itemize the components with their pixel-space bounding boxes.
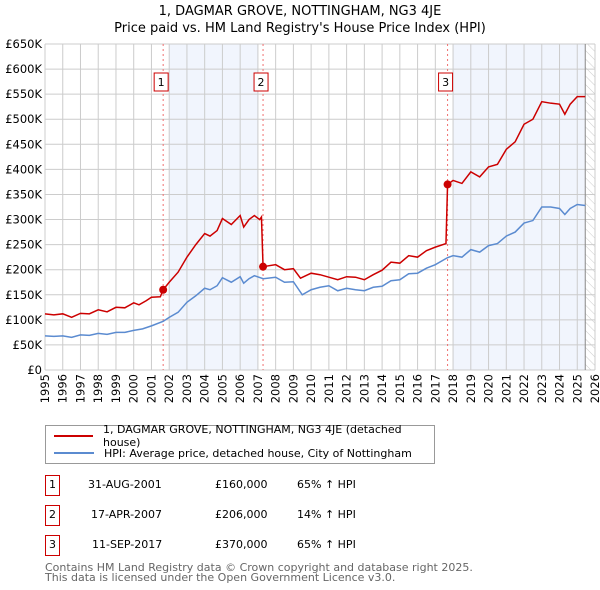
transaction-badge: 1 xyxy=(45,475,60,496)
shaded-range xyxy=(169,44,258,370)
footer-copyright: Contains HM Land Registry data © Crown c… xyxy=(45,561,473,574)
sale-marker-label: 2 xyxy=(258,76,265,89)
legend-label-hpi: HPI: Average price, detached house, City… xyxy=(104,446,412,460)
y-tick-label: £200K xyxy=(5,263,42,277)
x-tick-label: 2021 xyxy=(499,374,513,403)
chart-title: 1, DAGMAR GROVE, NOTTINGHAM, NG3 4JE xyxy=(158,4,442,19)
x-tick-label: 2023 xyxy=(535,374,549,403)
y-tick-label: £150K xyxy=(5,288,42,302)
transaction-badge: 3 xyxy=(45,535,60,556)
y-tick-label: £250K xyxy=(5,238,42,252)
x-tick-label: 2000 xyxy=(127,374,141,403)
x-tick-label: 2018 xyxy=(446,374,460,403)
x-tick-label: 2003 xyxy=(180,374,194,403)
x-tick-label: 2014 xyxy=(375,374,389,403)
sale-marker-box xyxy=(253,72,269,92)
shaded-range xyxy=(453,44,586,370)
transaction-price: £206,000 xyxy=(215,508,268,521)
x-tick-label: 1999 xyxy=(109,374,123,403)
x-tick-label: 1997 xyxy=(73,374,87,403)
y-tick-label: £0 xyxy=(27,363,42,377)
sale-marker-box xyxy=(438,72,454,92)
transaction-price: £370,000 xyxy=(215,538,268,551)
transaction-hpi: 14% ↑ HPI xyxy=(297,508,356,521)
x-tick-label: 2004 xyxy=(198,374,212,403)
x-tick-label: 1998 xyxy=(91,374,105,403)
x-tick-label: 2025 xyxy=(570,374,584,403)
x-tick-label: 2010 xyxy=(304,374,318,403)
x-tick-label: 2007 xyxy=(251,374,265,403)
x-tick-label: 2015 xyxy=(393,374,407,403)
y-tick-label: £100K xyxy=(5,313,42,327)
legend-item-hpi: HPI: Average price, detached house, City… xyxy=(54,445,412,461)
forecast-hatch xyxy=(585,44,595,370)
x-tick-label: 2016 xyxy=(411,374,425,403)
legend-swatch-blue xyxy=(54,452,94,454)
x-tick-label: 1995 xyxy=(38,374,52,403)
transaction-hpi: 65% ↑ HPI xyxy=(297,478,356,491)
series-line xyxy=(44,95,586,319)
y-tick-label: £400K xyxy=(5,162,42,176)
x-tick-label: 2019 xyxy=(464,374,478,403)
transaction-price: £160,000 xyxy=(215,478,268,491)
y-tick-label: £450K xyxy=(5,137,42,151)
legend-label-property: 1, DAGMAR GROVE, NOTTINGHAM, NG3 4JE (de… xyxy=(103,423,402,449)
transaction-date: 31-AUG-2001 xyxy=(88,478,162,491)
footer-licence: This data is licensed under the Open Gov… xyxy=(45,571,396,584)
y-tick-label: £550K xyxy=(5,87,42,101)
x-tick-label: 2022 xyxy=(517,374,531,403)
x-tick-label: 2006 xyxy=(233,374,247,403)
x-tick-label: 2026 xyxy=(588,374,600,403)
x-tick-label: 2013 xyxy=(357,374,371,403)
y-tick-label: £650K xyxy=(5,37,42,51)
transaction-date: 17-APR-2007 xyxy=(91,508,163,521)
transaction-hpi: 65% ↑ HPI xyxy=(297,538,356,551)
x-tick-label: 2012 xyxy=(340,374,354,403)
sale-point xyxy=(159,285,168,294)
chart-subtitle: Price paid vs. HM Land Registry's House … xyxy=(114,21,486,36)
y-tick-label: £50K xyxy=(13,338,43,352)
sale-point xyxy=(259,262,268,271)
legend-swatch-red xyxy=(54,435,93,437)
y-tick-label: £350K xyxy=(5,187,42,201)
transaction-badge: 2 xyxy=(45,505,60,526)
x-tick-label: 2001 xyxy=(144,374,158,403)
legend: 1, DAGMAR GROVE, NOTTINGHAM, NG3 4JE (de… xyxy=(45,423,435,464)
transaction-date: 11-SEP-2017 xyxy=(92,538,163,551)
x-tick-label: 2005 xyxy=(215,374,229,403)
series-line xyxy=(44,203,586,339)
x-tick-label: 2011 xyxy=(322,374,336,403)
y-tick-label: £600K xyxy=(5,62,42,76)
x-tick-label: 2020 xyxy=(482,374,496,403)
x-tick-label: 2017 xyxy=(428,374,442,403)
sale-point xyxy=(443,180,452,189)
x-tick-label: 2008 xyxy=(269,374,283,403)
sale-marker-label: 1 xyxy=(158,76,165,89)
sale-marker-label: 3 xyxy=(442,76,449,89)
y-tick-label: £500K xyxy=(5,112,42,126)
x-tick-label: 2002 xyxy=(162,374,176,403)
x-tick-label: 2024 xyxy=(553,374,567,403)
x-tick-label: 2009 xyxy=(286,374,300,403)
y-tick-label: £300K xyxy=(5,213,42,227)
price-chart: 1995 1996 1997 1998 1999 2000 2001 2002 2003 2004… xyxy=(5,37,600,403)
sale-marker-box xyxy=(153,72,169,92)
legend-item-property: 1, DAGMAR GROVE, NOTTINGHAM, NG3 4JE (de… xyxy=(54,423,434,449)
x-tick-label: 1996 xyxy=(56,374,70,403)
